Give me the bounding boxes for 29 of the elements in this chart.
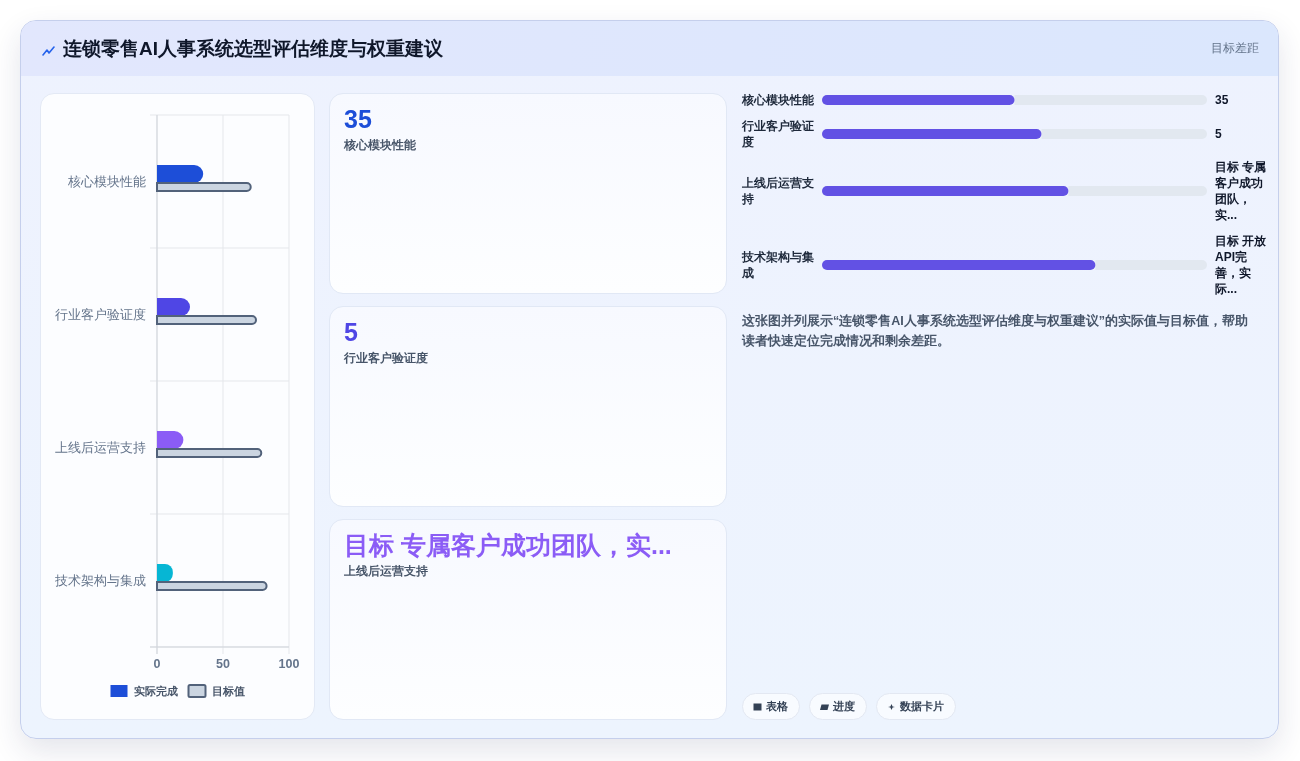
y-tick-label: 上线后运营支持 [742,175,815,207]
y-tick-label: 技术架构与集成 [54,574,146,588]
y-tick-label: 核心模块性能 [742,92,815,108]
y-tick-label: 技术架构与集成 [742,248,815,281]
text: 35 [1215,92,1230,108]
text: 35 [344,105,372,133]
text: 5 [1215,125,1223,142]
legend-label: 目标值 [211,685,245,697]
text: 5 [344,318,358,346]
y-tick-label: 行业客户验证度 [55,307,146,322]
text: 数据卡片 [900,699,944,714]
y-tick-label: 核心模块性能 [67,174,146,189]
text: 进度 [833,699,855,714]
category-label: 核心模块性能 [344,138,417,153]
legend-label: 实际完成 [133,685,178,697]
text: 目标 专属客户成功团队，实... [344,531,672,559]
x-tick-label: 0 [153,657,161,671]
x-tick-label: 100 [278,657,300,671]
category-label: 上线后运营支持 [344,564,429,579]
text: 表格 [766,699,788,714]
chart-title: 连锁零售AI人事系统选型评估维度与权重建议 [63,37,443,61]
y-tick-label: 行业客户验证度 [742,117,815,150]
y-tick-label: 上线后运营支持 [55,441,146,455]
text: 这张图并列展示“连锁零售AI人事系统选型评估维度与权重建议”的实际值与目标值，帮助读者快速定位完成情况和剩余差距。 [742,312,1249,350]
text: 目标差距 [1211,40,1259,56]
text: 目标 开放API完善，实际... [1215,232,1268,297]
category-label: 行业客户验证度 [344,350,429,366]
text: 目标 专属客户成功团队，实... [1215,159,1268,223]
x-tick-label: 50 [216,657,230,671]
